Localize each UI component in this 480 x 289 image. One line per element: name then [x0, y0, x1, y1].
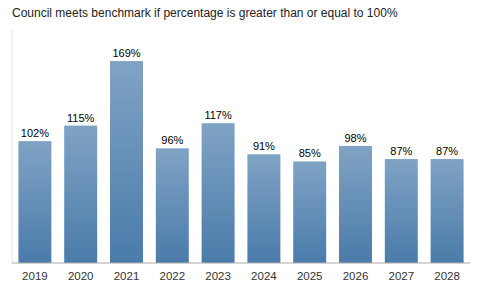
bar	[18, 141, 51, 263]
bar	[431, 159, 464, 263]
data-label: 117%	[204, 109, 232, 121]
bar	[339, 146, 372, 263]
chart-svg: Council meets benchmark if percentage is…	[0, 0, 480, 289]
data-label: 115%	[67, 112, 95, 124]
chart-container: Council meets benchmark if percentage is…	[0, 0, 480, 289]
data-label: 169%	[112, 47, 140, 59]
bars	[18, 61, 463, 263]
x-tick-label: 2023	[205, 270, 231, 282]
data-label: 102%	[21, 127, 49, 139]
data-label: 96%	[161, 134, 183, 146]
x-tick-label: 2019	[22, 270, 48, 282]
data-label: 98%	[344, 132, 366, 144]
x-tick-label: 2024	[251, 270, 277, 282]
x-axis-line	[12, 263, 470, 264]
data-label: 91%	[253, 140, 275, 152]
x-tick-label: 2022	[160, 270, 186, 282]
data-label: 85%	[299, 147, 321, 159]
x-tick-label: 2026	[343, 270, 369, 282]
bar	[247, 154, 280, 263]
bar	[110, 61, 143, 263]
x-tick-label: 2020	[68, 270, 94, 282]
x-tick-label: 2021	[114, 270, 140, 282]
chart-title: Council meets benchmark if percentage is…	[12, 6, 398, 20]
bar	[202, 123, 235, 263]
bar	[293, 161, 326, 263]
bar	[385, 159, 418, 263]
bar	[64, 126, 97, 263]
data-label: 87%	[436, 145, 458, 157]
x-tick-label: 2025	[297, 270, 323, 282]
x-tick-label: 2028	[434, 270, 460, 282]
data-label: 87%	[390, 145, 412, 157]
y-axis-line	[12, 30, 13, 263]
x-tick-label: 2027	[389, 270, 415, 282]
bar	[156, 148, 189, 263]
